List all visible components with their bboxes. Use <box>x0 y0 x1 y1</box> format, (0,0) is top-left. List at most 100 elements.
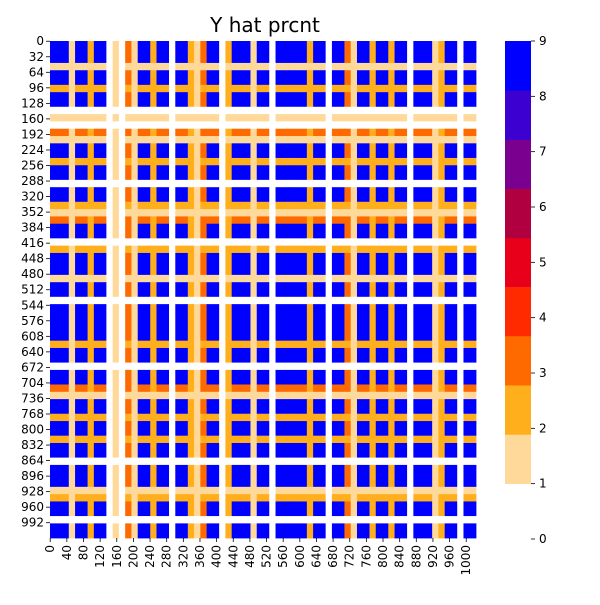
heatmap-cell <box>118 399 126 415</box>
heatmap-cell <box>331 523 345 539</box>
heatmap-cell <box>438 223 446 239</box>
heatmap-cell <box>169 347 176 363</box>
heatmap-cell <box>369 435 377 444</box>
heatmap-cell <box>219 143 226 159</box>
heatmap-cell <box>169 252 176 276</box>
heatmap-cell <box>125 282 132 298</box>
heatmap-cell <box>432 143 439 159</box>
heatmap-cell <box>112 238 120 247</box>
heatmap-cell <box>175 464 189 488</box>
heatmap-cell <box>175 421 189 437</box>
heatmap-cell <box>350 516 358 524</box>
heatmap-cell <box>50 62 70 71</box>
heatmap-cell <box>68 486 76 495</box>
heatmap-cell <box>87 143 95 159</box>
heatmap-cell <box>325 179 333 188</box>
heatmap-cell <box>118 347 126 363</box>
heatmap-cell <box>106 442 114 459</box>
heatmap-cell <box>375 486 389 495</box>
heatmap-cell <box>269 304 276 320</box>
y-tick-label: 672 <box>21 360 44 374</box>
heatmap-cell <box>194 274 201 283</box>
heatmap-cell <box>313 157 327 166</box>
heatmap-cell <box>225 245 233 254</box>
heatmap-cell <box>131 106 139 115</box>
heatmap-cell <box>125 369 132 385</box>
heatmap-cell <box>463 70 477 86</box>
heatmap-cell <box>275 84 289 93</box>
heatmap-cell <box>407 457 414 466</box>
heatmap-cell <box>93 209 107 217</box>
heatmap-cell <box>175 362 189 371</box>
heatmap-cell <box>156 143 170 159</box>
heatmap-cell <box>394 92 408 108</box>
heatmap-cell <box>275 274 289 283</box>
heatmap-cell <box>118 252 126 276</box>
heatmap-cell <box>463 165 477 181</box>
heatmap-cell <box>306 165 314 181</box>
heatmap-cell <box>313 238 327 247</box>
heatmap-cell <box>457 457 464 466</box>
heatmap-cell <box>350 318 358 342</box>
heatmap-cell <box>156 62 170 71</box>
heatmap-cell <box>375 62 389 71</box>
heatmap-cell <box>75 223 88 239</box>
heatmap-cell <box>225 318 233 342</box>
heatmap-cell <box>93 494 107 502</box>
heatmap-cell <box>444 347 458 363</box>
heatmap-cell <box>225 362 233 371</box>
heatmap-cell <box>438 187 446 203</box>
heatmap-cell <box>369 399 377 415</box>
heatmap-cell <box>231 143 251 159</box>
heatmap-cell <box>313 201 327 210</box>
heatmap-cell <box>225 494 233 502</box>
heatmap-cell <box>325 121 333 130</box>
heatmap-cell <box>200 282 208 298</box>
heatmap-cell <box>112 216 120 225</box>
heatmap-cell <box>93 238 107 247</box>
heatmap-cell <box>306 457 314 466</box>
heatmap-cell <box>231 41 251 64</box>
heatmap-cell <box>137 435 151 444</box>
heatmap-cell <box>175 442 189 459</box>
heatmap-cell <box>275 362 289 371</box>
heatmap-cell <box>231 121 251 130</box>
heatmap-cell <box>438 442 446 459</box>
heatmap-cell <box>231 92 251 108</box>
heatmap-cell <box>75 209 88 217</box>
heatmap-cell <box>344 187 352 203</box>
heatmap-cell <box>200 457 208 466</box>
heatmap-cell <box>407 187 414 203</box>
heatmap-cell <box>463 209 477 217</box>
heatmap-cell <box>93 70 107 86</box>
heatmap-cell <box>112 179 120 188</box>
heatmap-cell <box>344 296 352 305</box>
heatmap-cell <box>169 282 176 298</box>
heatmap-cell <box>344 486 352 495</box>
heatmap-cell <box>187 304 195 320</box>
heatmap-cell <box>325 216 333 225</box>
heatmap-cell <box>388 136 395 144</box>
heatmap-cell <box>87 516 95 524</box>
heatmap-cell <box>313 362 327 371</box>
heatmap-cell <box>68 369 76 385</box>
heatmap-cell <box>200 92 208 108</box>
heatmap-cell <box>156 304 170 320</box>
heatmap-cell <box>118 421 126 437</box>
heatmap-cell <box>118 340 126 349</box>
heatmap-cell <box>369 216 377 225</box>
heatmap-cell <box>156 121 170 130</box>
heatmap-cell <box>388 106 395 115</box>
heatmap-cell <box>313 464 327 488</box>
heatmap-cell <box>269 114 276 122</box>
heatmap-cell <box>407 121 414 130</box>
heatmap-cell <box>463 413 477 422</box>
heatmap-cell <box>275 369 289 385</box>
heatmap-cell <box>388 457 395 466</box>
heatmap-cell <box>331 84 345 93</box>
heatmap-cell <box>194 121 201 130</box>
heatmap-cell <box>325 128 333 137</box>
heatmap-cell <box>231 296 251 305</box>
heatmap-cell <box>256 252 270 276</box>
x-tick-label: 280 <box>160 545 174 568</box>
